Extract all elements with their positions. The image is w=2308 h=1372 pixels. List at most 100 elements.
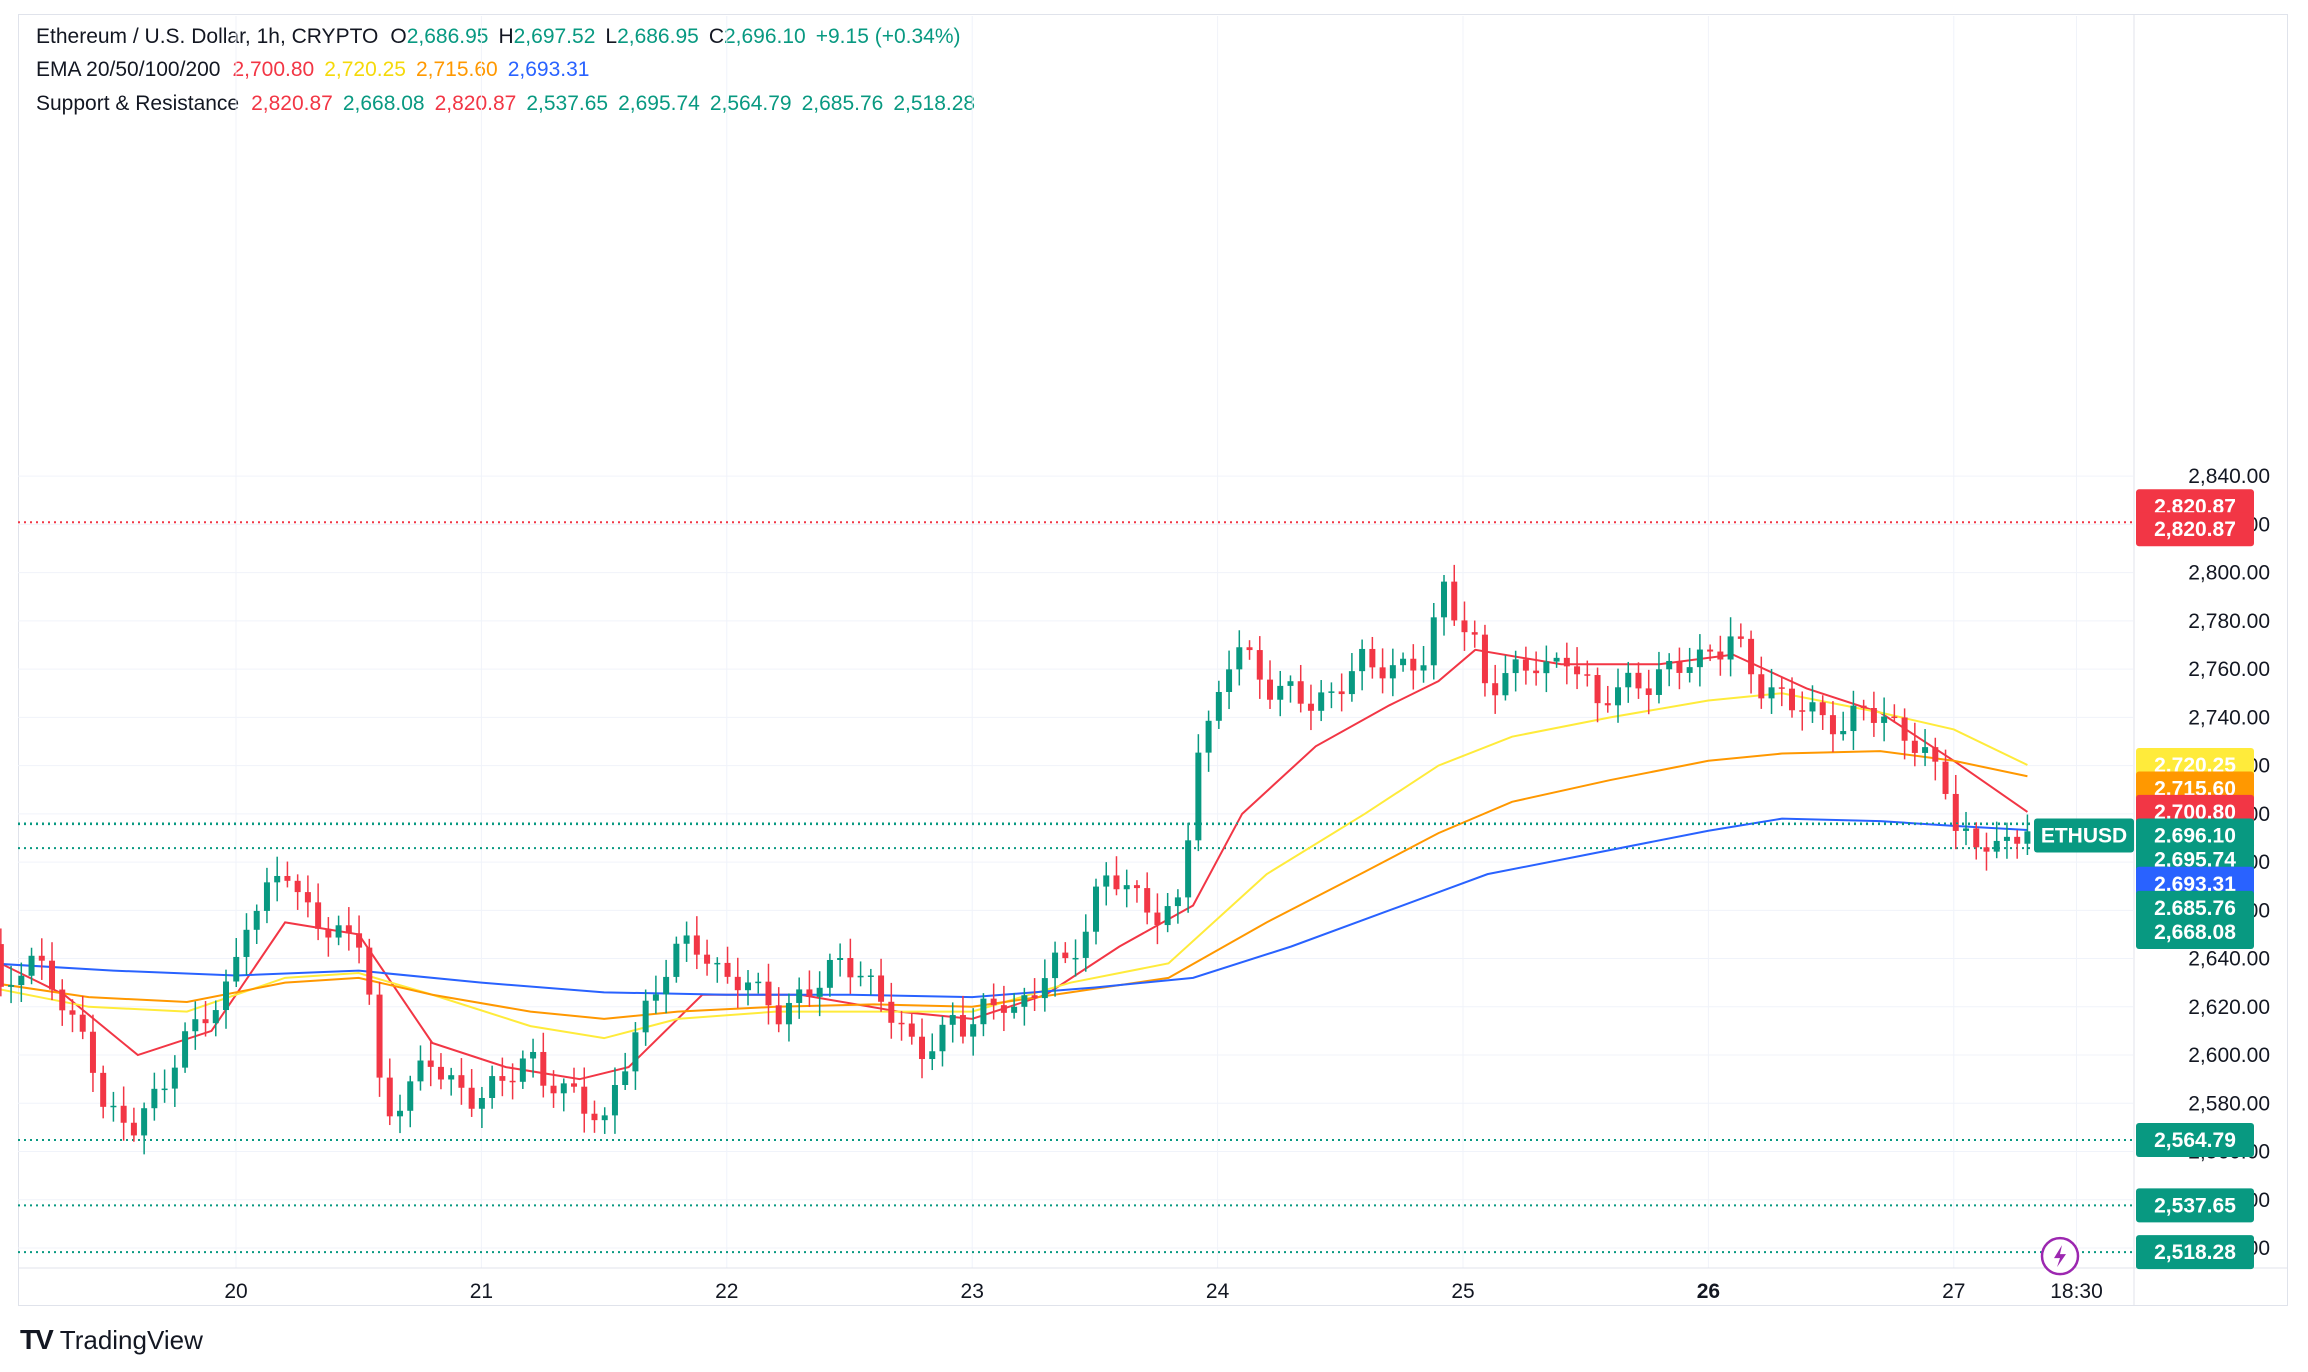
candle-up: [1553, 657, 1560, 662]
y-tick-label: 2,640.00: [2188, 948, 2270, 971]
candle-down: [734, 976, 741, 991]
ema-line: [0, 817, 2028, 999]
candle-up: [1963, 828, 1970, 831]
sr-legend: Support & Resistance 2,820.87 2,668.08 2,82…: [36, 92, 976, 115]
candle-up: [519, 1058, 526, 1082]
candle-up: [397, 1110, 404, 1117]
candle-up: [755, 981, 762, 984]
price-tag-label: 2,537.65: [2154, 1194, 2236, 1217]
candle-up: [1174, 897, 1181, 907]
candle-down: [427, 1060, 434, 1067]
candle-down: [49, 960, 56, 990]
candle-up: [980, 998, 987, 1025]
candle-up: [151, 1088, 158, 1109]
sr-label[interactable]: Support & Resistance: [36, 92, 240, 115]
candle-down: [294, 880, 301, 893]
price-tag-label: 2,695.74: [2154, 849, 2236, 872]
candle-down: [775, 1005, 782, 1025]
y-tick-label: 2,740.00: [2188, 706, 2270, 729]
candle-up: [652, 994, 659, 1001]
candle-down: [1799, 710, 1806, 712]
candle-up: [1768, 687, 1775, 699]
candle-down: [1481, 634, 1488, 684]
candle-down: [1748, 638, 1755, 675]
candle-up: [1205, 720, 1212, 753]
candle-up: [1686, 667, 1693, 673]
candle-down: [1113, 875, 1120, 890]
candle-down: [806, 989, 813, 997]
candle-down: [1870, 708, 1877, 723]
candle-down: [1676, 660, 1683, 673]
candle-down: [437, 1066, 444, 1080]
candle-down: [591, 1113, 598, 1121]
candle-down: [1369, 648, 1376, 668]
x-tick-label: 26: [1697, 1280, 1720, 1303]
candle-up: [18, 975, 25, 986]
candle-down: [1062, 952, 1069, 959]
candle-down: [345, 925, 352, 934]
candle-up: [837, 958, 844, 960]
candle-down: [1819, 702, 1826, 716]
candle-up: [867, 975, 874, 977]
candle-down: [315, 902, 322, 929]
candle-down: [990, 998, 997, 1006]
candle-up: [673, 943, 680, 977]
candle-up: [857, 975, 864, 978]
candle-up: [182, 1031, 189, 1068]
candle-down: [1246, 647, 1253, 651]
candle-down: [765, 981, 772, 1006]
candle-up: [1236, 647, 1243, 670]
price-tag-label: 2,518.28: [2154, 1241, 2236, 1264]
candle-down: [581, 1086, 588, 1114]
symbol-tag-label: ETHUSD: [2041, 825, 2127, 848]
candle-up: [335, 925, 342, 938]
candle-down: [1307, 703, 1314, 711]
candle-down: [1144, 888, 1151, 913]
candle-down: [1973, 828, 1980, 848]
symbol-title[interactable]: Ethereum / U.S. Dollar, 1h, CRYPTO: [36, 25, 379, 48]
candle-up: [2024, 831, 2031, 844]
candle-down: [1267, 679, 1274, 700]
candle-down: [100, 1072, 107, 1107]
candle-down: [1297, 681, 1304, 704]
ema-line: [0, 750, 2028, 1020]
y-tick-label: 2,780.00: [2188, 610, 2270, 633]
candle-down: [1574, 666, 1581, 675]
candle-down: [130, 1122, 137, 1136]
candle-up: [1287, 681, 1294, 686]
tradingview-logo-icon: TV: [20, 1324, 54, 1355]
candle-up: [632, 1032, 639, 1072]
candle-up: [2003, 836, 2010, 841]
candle-up: [263, 882, 270, 911]
ema-legend: EMA 20/50/100/200 2,700.80 2,720.25 2,715.6…: [36, 58, 590, 81]
candle-down: [304, 892, 311, 903]
price-tag-label: 2,820.87: [2154, 518, 2236, 541]
candle-up: [233, 956, 240, 982]
candle-up: [1052, 952, 1059, 979]
candle-up: [407, 1081, 414, 1111]
candle-down: [1492, 683, 1499, 696]
ema-label[interactable]: EMA 20/50/100/200: [36, 58, 221, 81]
candle-down: [1901, 717, 1908, 741]
price-tag-label: 2,564.79: [2154, 1129, 2236, 1152]
tradingview-brand[interactable]: TV TradingView: [20, 1324, 203, 1356]
candle-up: [243, 929, 250, 957]
candle-down: [468, 1087, 475, 1109]
candle-down: [1461, 620, 1468, 633]
price-tag: [2136, 512, 2254, 547]
candle-up: [1215, 691, 1222, 721]
candle-down: [366, 947, 373, 995]
candle-up: [929, 1051, 936, 1060]
chart-frame[interactable]: [18, 14, 2288, 1306]
price-tag: [2136, 1122, 2254, 1157]
candle-up: [223, 981, 230, 1011]
candle-up: [1430, 617, 1437, 666]
y-tick-label: 2,840.00: [2188, 465, 2270, 488]
candle-up: [1359, 648, 1366, 672]
candle-up: [1696, 649, 1703, 668]
candle-down: [1594, 675, 1601, 704]
candle-down: [509, 1080, 516, 1083]
candle-up: [611, 1085, 618, 1116]
lightning-bolt-icon[interactable]: [2054, 1245, 2066, 1268]
